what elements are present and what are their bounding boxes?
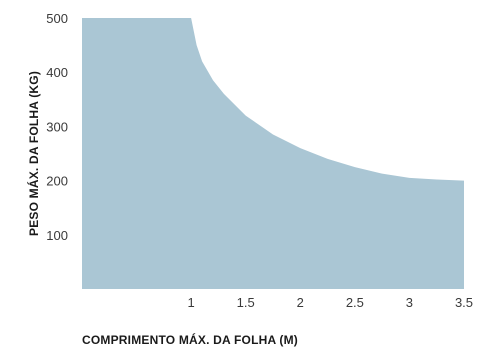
- x-axis-ticks: 1 1.5 2 2.5 3 3.5: [188, 295, 474, 310]
- x-tick-label: 1.5: [237, 295, 255, 310]
- y-tick-label: 500: [46, 11, 68, 26]
- y-tick-label: 100: [46, 228, 68, 243]
- y-tick-label: 300: [46, 119, 68, 134]
- y-axis-title: PESO MÁX. DA FOLHA (KG): [26, 71, 41, 236]
- y-axis-ticks: 100 200 300 400 500: [46, 11, 68, 243]
- x-axis-title: COMPRIMENTO MÁX. DA FOLHA (M): [82, 332, 298, 347]
- y-tick-label: 200: [46, 174, 68, 189]
- x-tick-label: 2: [297, 295, 304, 310]
- max-weight-area: [82, 18, 464, 289]
- x-tick-label: 2.5: [346, 295, 364, 310]
- x-tick-label: 3.5: [455, 295, 473, 310]
- x-tick-label: 1: [188, 295, 195, 310]
- x-tick-label: 3: [406, 295, 413, 310]
- y-tick-label: 400: [46, 65, 68, 80]
